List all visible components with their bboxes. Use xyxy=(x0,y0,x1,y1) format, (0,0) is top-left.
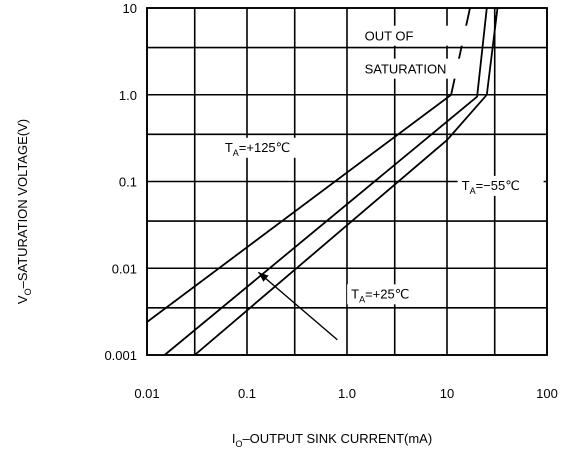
y-axis-label: VO–SATURATION VOLTAGE(V) xyxy=(15,119,33,304)
series-label: TA=+125℃ xyxy=(225,140,290,158)
arrow-shaft xyxy=(257,271,338,341)
series-label-bg xyxy=(220,137,307,158)
x-tick-label: 10 xyxy=(440,386,454,401)
annotation-text: OUT OF xyxy=(365,29,414,44)
x-tick-label: 100 xyxy=(536,386,558,401)
callout-arrow xyxy=(257,271,338,341)
annotation-bg xyxy=(358,58,469,79)
x-tick-label: 1.0 xyxy=(338,386,356,401)
series-label-bg xyxy=(347,284,434,305)
x-tick-label: 0.01 xyxy=(134,386,159,401)
arrow-head xyxy=(258,272,269,282)
y-tick-label: 1.0 xyxy=(119,88,137,103)
y-tick-label: 0.1 xyxy=(119,175,137,190)
annotation-text: SATURATION xyxy=(365,62,447,77)
x-tick-label: 0.1 xyxy=(238,386,256,401)
series-label-bg xyxy=(457,175,544,196)
y-tick-label: 0.01 xyxy=(112,261,137,276)
annotation-bg xyxy=(358,25,469,46)
y-tick-label: 10 xyxy=(123,1,137,16)
series-line-2 xyxy=(194,8,499,355)
y-tick-label: 0.001 xyxy=(104,348,137,363)
chart-text: 0.01 0.1 1.0 10 100 0.001 0.01 0.1 1.0 10 IO–OUTPU… xyxy=(15,1,558,449)
plot-frame xyxy=(146,7,548,356)
series-label: TA=−55℃ xyxy=(462,178,520,196)
x-axis-label: IO–OUTPUT SINK CURRENT(mA) xyxy=(232,431,432,449)
series-label: TA=+25℃ xyxy=(351,286,409,304)
series-line-1 xyxy=(164,8,488,355)
